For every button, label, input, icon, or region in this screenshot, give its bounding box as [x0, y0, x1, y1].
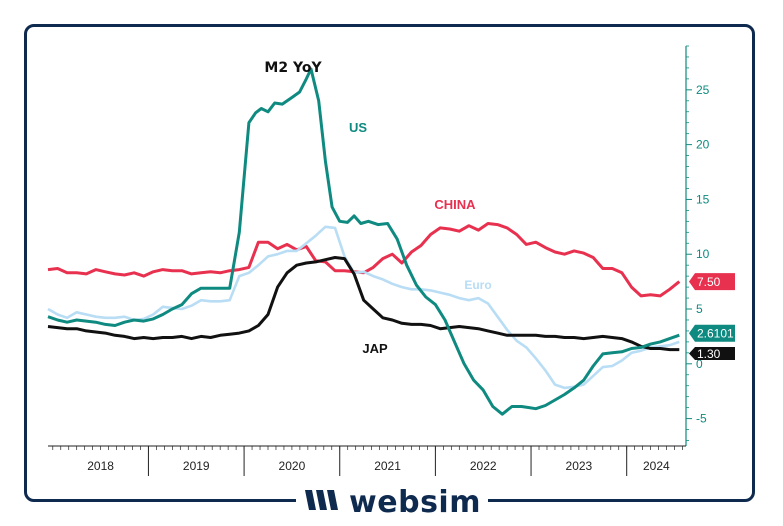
y-tick-label: -5: [696, 412, 707, 426]
y-tick-label: 25: [696, 83, 710, 97]
last-value-tag-china: [689, 273, 735, 291]
x-tick-label: 2024: [643, 459, 670, 473]
series-label-jap: JAP: [362, 341, 388, 356]
x-tick-label: 2018: [87, 459, 114, 473]
websim-brand: websim: [296, 482, 488, 522]
last-value-label-us: 2.6101: [697, 327, 734, 341]
x-tick-label: 2023: [566, 459, 593, 473]
websim-logo-icon: [303, 486, 341, 519]
series-line-china: [47, 222, 681, 298]
last-value-label-china: 7.50: [697, 275, 721, 289]
x-tick-label: 2021: [374, 459, 401, 473]
series-line-us: [47, 67, 680, 416]
y-tick-label: 0: [696, 357, 703, 371]
y-tick-label: 15: [696, 192, 710, 206]
series-label-euro: Euro: [464, 278, 491, 292]
chart-frame: [24, 24, 755, 502]
series-line-jap: [47, 256, 680, 352]
last-value-tag-jap: [689, 347, 735, 361]
chart-title: M2 YoY: [264, 60, 322, 76]
websim-wordmark: websim: [349, 484, 481, 520]
last-value-label-jap: 1.30: [697, 347, 721, 361]
x-tick-label: 2019: [183, 459, 210, 473]
x-tick-label: 2020: [279, 459, 306, 473]
y-tick-label: 20: [696, 138, 710, 152]
series-label-china: CHINA: [434, 197, 476, 212]
y-tick-label: 10: [696, 247, 710, 261]
y-tick-label: 5: [696, 302, 703, 316]
series-label-us: US: [349, 120, 367, 135]
x-tick-label: 2022: [470, 459, 497, 473]
last-value-tag-us: [689, 324, 735, 342]
series-line-euro: [47, 225, 680, 390]
